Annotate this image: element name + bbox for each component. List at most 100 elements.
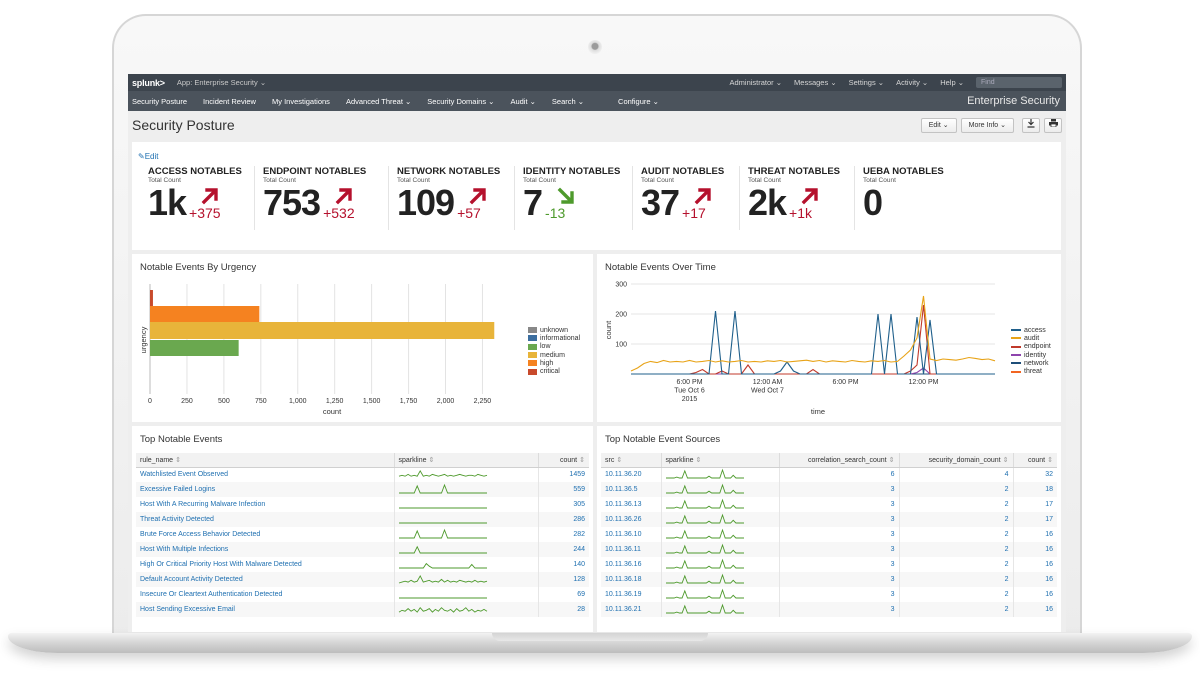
legend-item-high[interactable]: high xyxy=(528,359,580,367)
correlation-count-cell[interactable]: 3 xyxy=(779,602,900,617)
domain-count-cell[interactable]: 2 xyxy=(899,512,1014,527)
src-link[interactable]: 10.11.36.5 xyxy=(601,482,662,497)
src-link[interactable]: 10.11.36.18 xyxy=(601,572,662,587)
src-link[interactable]: 10.11.36.10 xyxy=(601,527,662,542)
search-input[interactable]: Find xyxy=(976,77,1062,88)
table-row[interactable]: Host With A Recurring Malware Infection 3… xyxy=(136,497,589,512)
table-row[interactable]: Excessive Failed Logins 559 xyxy=(136,482,589,497)
legend-item-low[interactable]: low xyxy=(528,343,580,351)
correlation-count-cell[interactable]: 3 xyxy=(779,587,900,602)
count-cell[interactable]: 140 xyxy=(573,561,585,568)
src-link[interactable]: 10.11.36.26 xyxy=(601,512,662,527)
count-cell[interactable]: 1459 xyxy=(569,471,585,479)
count-cell[interactable]: 16 xyxy=(1013,572,1057,587)
count-cell[interactable]: 16 xyxy=(1013,602,1057,617)
src-link[interactable]: 10.11.36.13 xyxy=(601,497,662,512)
bar-high[interactable] xyxy=(150,306,260,322)
kpi-threat[interactable]: THREAT NOTABLES Total Count 2k +1k xyxy=(739,166,840,230)
nav-security-domains[interactable]: Security Domains ⌄ xyxy=(427,96,495,106)
correlation-count-cell[interactable]: 3 xyxy=(779,482,900,497)
kpi-identity[interactable]: IDENTITY NOTABLES Total Count 7 -13 xyxy=(514,166,620,230)
rule-name-link[interactable]: High Or Critical Priority Host With Malw… xyxy=(136,557,395,572)
rule-name-link[interactable]: Host Sending Excessive Email xyxy=(136,602,395,617)
count-cell[interactable]: 28 xyxy=(538,602,589,617)
table-row[interactable]: Default Account Activity Detected 128 xyxy=(136,572,589,587)
bar-medium[interactable] xyxy=(150,322,495,339)
legend-item-network[interactable]: network xyxy=(1011,359,1051,367)
rule-name-link[interactable]: Host With A Recurring Malware Infection xyxy=(136,497,395,512)
rule-name-link[interactable]: Threat Activity Detected xyxy=(136,512,395,527)
rule-name-link[interactable]: Watchlisted Event Observed xyxy=(136,467,395,482)
domain-count-cell[interactable]: 2 xyxy=(899,482,1014,497)
correlation-count-cell[interactable]: 3 xyxy=(779,512,900,527)
src-link[interactable]: 10.11.36.19 xyxy=(601,587,662,602)
count-cell[interactable]: 286 xyxy=(538,512,589,527)
count-cell[interactable]: 559 xyxy=(538,482,589,497)
src-link[interactable]: 10.11.36.20 xyxy=(601,467,662,482)
bar-low[interactable] xyxy=(150,340,239,356)
table-row[interactable]: 10.11.36.5 3 2 18 xyxy=(601,482,1057,497)
count-cell[interactable]: 16 xyxy=(1013,542,1057,557)
legend-item-access[interactable]: access xyxy=(1011,326,1051,334)
rule-name-link[interactable]: Default Account Activity Detected xyxy=(136,572,395,587)
count-cell[interactable]: 69 xyxy=(577,591,585,598)
rule-name-link[interactable]: Excessive Failed Logins xyxy=(136,482,395,497)
edit-button[interactable]: Edit ⌄ xyxy=(920,117,957,133)
count-cell[interactable]: 32 xyxy=(1045,471,1053,479)
col-src[interactable]: src ⇕ xyxy=(601,453,662,468)
domain-count-cell[interactable]: 2 xyxy=(899,602,1014,617)
splunk-logo[interactable]: splunk> xyxy=(132,77,165,88)
table-row[interactable]: 10.11.36.11 3 2 16 xyxy=(601,542,1057,557)
domain-count-cell[interactable]: 2 xyxy=(899,542,1014,557)
series-line-access[interactable] xyxy=(631,310,995,375)
src-link[interactable]: 10.11.36.16 xyxy=(601,557,662,572)
table-row[interactable]: 10.11.36.21 3 2 16 xyxy=(601,602,1057,617)
edit-notables-link[interactable]: ✎Edit xyxy=(138,152,159,161)
correlation-count-cell[interactable]: 3 xyxy=(779,542,900,557)
rule-name-link[interactable]: Host With Multiple Infections xyxy=(136,542,395,557)
correlation-count-cell[interactable]: 3 xyxy=(779,557,900,572)
col-rule-name[interactable]: rule_name ⇕ xyxy=(136,453,395,468)
col-count[interactable]: count ⇕ xyxy=(538,453,589,468)
table-row[interactable]: Host With Multiple Infections 244 xyxy=(136,542,589,557)
menu-settings[interactable]: Settings ⌄ xyxy=(848,78,885,87)
menu-messages[interactable]: Messages ⌄ xyxy=(794,78,837,87)
menu-help[interactable]: Help ⌄ xyxy=(940,78,964,87)
table-row[interactable]: 10.11.36.20 6 4 32 xyxy=(601,467,1057,482)
count-cell[interactable]: 282 xyxy=(573,531,585,538)
table-row[interactable]: Insecure Or Cleartext Authentication Det… xyxy=(136,587,589,602)
col-src-count[interactable]: count ⇕ xyxy=(1013,453,1057,468)
legend-item-threat[interactable]: threat xyxy=(1011,367,1051,375)
count-cell[interactable]: 17 xyxy=(1045,501,1053,508)
domain-count-cell[interactable]: 2 xyxy=(899,497,1014,512)
legend-item-critical[interactable]: critical xyxy=(528,367,580,375)
legend-item-medium[interactable]: medium xyxy=(528,351,580,359)
domain-count-cell[interactable]: 2 xyxy=(899,572,1014,587)
count-cell[interactable]: 305 xyxy=(573,501,585,508)
count-cell[interactable]: 128 xyxy=(538,572,589,587)
table-row[interactable]: Watchlisted Event Observed 1459 xyxy=(136,467,589,482)
download-icon[interactable] xyxy=(1022,117,1040,133)
nav-configure[interactable]: Configure ⌄ xyxy=(618,96,659,106)
nav-audit[interactable]: Audit ⌄ xyxy=(510,96,536,106)
menu-activity[interactable]: Activity ⌄ xyxy=(896,78,929,87)
rule-name-link[interactable]: Insecure Or Cleartext Authentication Det… xyxy=(136,587,395,602)
table-row[interactable]: 10.11.36.13 3 2 17 xyxy=(601,497,1057,512)
nav-incident-review[interactable]: Incident Review xyxy=(203,96,256,106)
legend-item-unknown[interactable]: unknown xyxy=(528,326,580,334)
col-security-domain-count[interactable]: security_domain_count ⇕ xyxy=(899,453,1014,468)
more-info-button[interactable]: More Info ⌄ xyxy=(960,117,1014,133)
kpi-access[interactable]: ACCESS NOTABLES Total Count 1k +375 xyxy=(140,166,242,230)
count-cell[interactable]: 18 xyxy=(1013,482,1057,497)
app-selector[interactable]: App: Enterprise Security ⌄ xyxy=(176,78,267,87)
correlation-count-cell[interactable]: 3 xyxy=(779,497,900,512)
nav-search[interactable]: Search ⌄ xyxy=(551,96,585,106)
table-row[interactable]: 10.11.36.26 3 2 17 xyxy=(601,512,1057,527)
nav-security-posture[interactable]: Security Posture xyxy=(132,96,188,106)
nav-my-investigations[interactable]: My Investigations xyxy=(271,96,330,106)
series-line-endpoint[interactable] xyxy=(631,304,995,375)
correlation-count-cell[interactable]: 6 xyxy=(779,467,900,482)
table-row[interactable]: Host Sending Excessive Email 28 xyxy=(136,602,589,617)
correlation-count-cell[interactable]: 3 xyxy=(779,572,900,587)
legend-item-informational[interactable]: informational xyxy=(528,334,580,342)
